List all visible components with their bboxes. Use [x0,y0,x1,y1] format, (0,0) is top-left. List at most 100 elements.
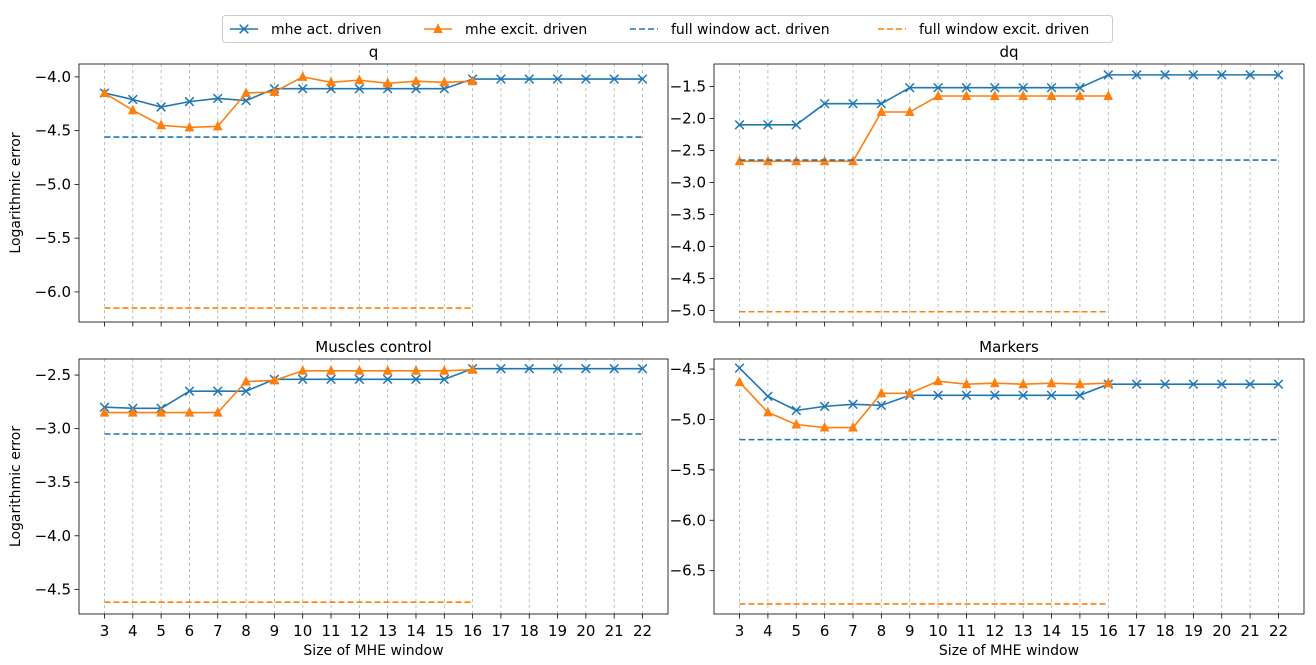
y-tick-label: −1.5 [670,77,706,95]
data-point [1018,90,1029,101]
data-point [99,87,110,98]
x-tick-label: 14 [1042,622,1061,640]
x-tick-label: 22 [1269,622,1288,640]
series-mhe-act-driven [99,74,648,112]
subplot-dq: −5.0 −4.5 −4.0 −3.5 −3.0 −2.5 −2.0 −1.5 dq [670,43,1305,327]
series-mhe-excit-driven [734,375,1114,432]
y-tick-label: −3.0 [35,420,71,438]
legend-label: full window act. driven [671,22,830,38]
data-point [354,74,365,85]
data-point [904,106,915,117]
data-point [411,365,421,375]
data-point [241,95,251,106]
data-point [637,74,648,84]
data-point [734,119,745,130]
data-point [439,76,450,87]
x-tick-label: 6 [820,622,830,640]
data-point [297,83,308,94]
data-point [382,77,393,88]
x-tick-label: 3 [100,622,110,640]
x-tick-label: 19 [548,622,567,640]
data-point [791,418,802,429]
data-point [763,119,773,130]
data-point [99,406,110,417]
y-tick-label: −4.0 [35,68,71,86]
y-tick-label: −3.5 [35,473,71,491]
x-tick-label: 12 [350,622,369,640]
x-tick-label: 3 [735,622,745,640]
legend: mhe act. driven mhe excit. driven full win… [222,15,1113,43]
series-line [739,74,1279,126]
data-point [933,375,943,386]
data-point [156,119,166,130]
legend-marker [239,24,249,34]
data-point [933,90,943,101]
data-point [1103,70,1114,80]
series-line [739,95,1109,163]
data-point [763,406,773,417]
x-tick-label: 18 [520,622,539,640]
data-point [609,74,620,84]
legend-label: full window excit. driven [919,22,1089,38]
data-point [326,374,336,385]
data-point [524,363,535,374]
data-point [184,96,195,107]
data-point [212,120,223,131]
series-mhe-excit-driven [99,71,478,132]
y-axis-label: Logarithmic error [8,132,24,253]
data-point [156,406,166,417]
plot-area [714,64,1304,322]
y-tick-label: −5.0 [670,410,706,428]
legend-entry-full-window-act-driven: full window act. driven [630,22,830,38]
x-tick-label: 10 [929,622,948,640]
axes-frame [78,358,669,615]
data-point [989,90,1000,101]
data-point [819,98,830,109]
subplot-muscles-control: −4.5 −4.0 −3.5 −3.0 −2.5 3 4 5 6 7 8 9 10 11 12 13 14 15 1… [8,338,669,659]
data-point [763,391,773,402]
data-point [791,405,802,416]
subplot-title: dq [999,43,1018,61]
data-point [212,93,223,104]
data-point [1075,378,1085,389]
x-tick-label: 15 [1070,622,1089,640]
data-point [411,374,421,385]
data-point [467,364,478,374]
data-point [1160,379,1170,390]
x-tick-label: 19 [1184,622,1203,640]
y-tick-label: −6.5 [670,562,706,580]
x-tick-label: 13 [378,622,397,640]
data-point [876,106,887,117]
x-tick-label: 16 [1099,622,1118,640]
data-point [1018,390,1029,401]
subplots: −6.0 −5.5 −5.0 −4.5 −4.0 q Logarithmic error −5… [8,43,1305,659]
x-tick-label: 20 [1212,622,1231,640]
series-mhe-act-driven [734,70,1284,130]
data-point [876,400,887,411]
subplot-q: −6.0 −5.5 −5.0 −4.5 −4.0 q Logarithmic error [8,43,669,327]
x-tick-label: 15 [435,622,454,640]
x-tick-label: 22 [633,622,652,640]
series-line [104,367,643,410]
data-point [1075,90,1085,101]
data-point [212,386,223,396]
x-tick-label: 8 [877,622,887,640]
data-point [1103,377,1114,388]
data-point [933,390,943,401]
legend-marker [433,23,443,33]
data-point [848,98,858,109]
x-tick-label: 10 [293,622,312,640]
data-point [1160,70,1170,80]
x-tick-label: 16 [463,622,482,640]
data-point [1018,82,1029,93]
data-point [904,82,915,93]
x-tick-label: 8 [241,622,251,640]
data-point [382,374,393,385]
legend-label: mhe act. driven [271,22,382,38]
plot-area [714,359,1304,614]
subplot-title: q [369,43,379,61]
data-point [212,406,223,417]
legend-entry-full-window-excit-driven: full window excit. driven [878,22,1089,38]
legend-entry-mhe-excit-driven: mhe excit. driven [424,22,587,38]
